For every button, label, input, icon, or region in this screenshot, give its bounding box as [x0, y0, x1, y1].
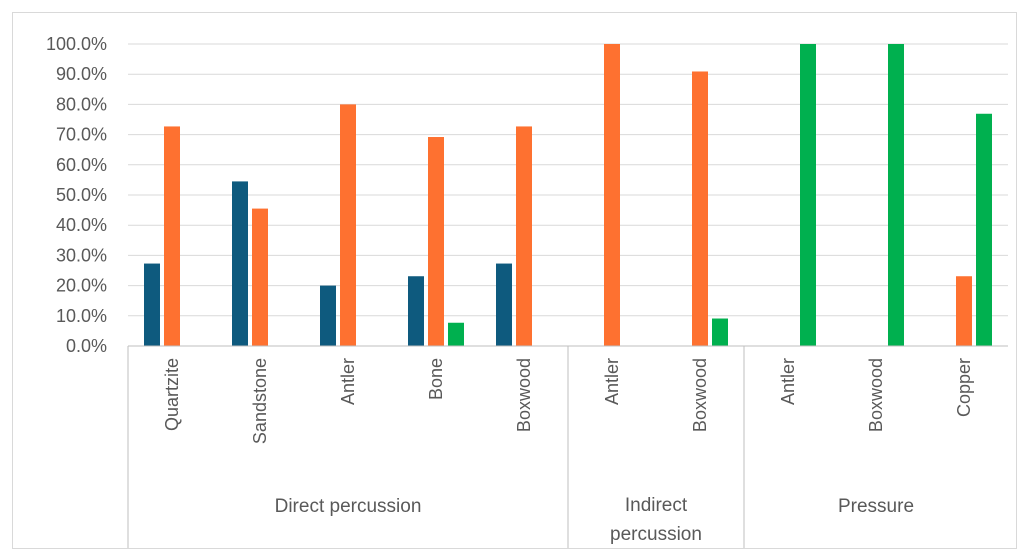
bar	[408, 276, 424, 346]
bar	[956, 276, 972, 346]
bar	[164, 126, 180, 346]
bar	[448, 322, 464, 346]
x-tick-label: Sandstone	[250, 358, 270, 444]
y-tick-label: 0.0%	[66, 336, 107, 356]
y-tick-label: 20.0%	[56, 276, 107, 296]
y-tick-label: 10.0%	[56, 306, 107, 326]
bar	[712, 318, 728, 346]
y-tick-label: 100.0%	[46, 34, 107, 54]
bar	[144, 263, 160, 346]
group-label: Pressure	[838, 496, 914, 517]
group-label: percussion	[610, 524, 702, 545]
x-tick-label: Boxwood	[690, 358, 710, 432]
bar	[496, 263, 512, 346]
bar	[516, 126, 532, 346]
gridlines	[128, 43, 1008, 317]
group-label: Direct percussion	[275, 496, 422, 517]
group-label: Indirect	[625, 495, 688, 516]
y-axis-ticks: 0.0% 10.0% 20.0% 30.0% 40.0% 50.0% 60.0% 70.0% 8…	[46, 34, 107, 356]
bar	[232, 181, 248, 346]
y-tick-label: 50.0%	[56, 185, 107, 205]
x-tick-label: Boxwood	[514, 358, 534, 432]
y-tick-label: 70.0%	[56, 125, 107, 145]
x-tick-label: Antler	[778, 358, 798, 405]
bar	[976, 113, 992, 347]
axes	[127, 345, 1008, 548]
y-tick-label: 40.0%	[56, 215, 107, 235]
bar	[252, 208, 268, 346]
bar	[888, 44, 904, 346]
x-tick-label: Antler	[602, 358, 622, 405]
y-tick-label: 30.0%	[56, 245, 107, 265]
bar	[320, 285, 336, 346]
x-tick-label: Quartzite	[162, 358, 182, 431]
bar	[604, 44, 620, 346]
bar	[340, 104, 356, 347]
bars	[144, 44, 992, 347]
bar	[692, 71, 708, 347]
y-tick-label: 90.0%	[56, 64, 107, 84]
x-axis-category-labels: Quartzite Sandstone Antler Bone Boxwood Antle…	[162, 358, 974, 444]
x-tick-label: Boxwood	[866, 358, 886, 432]
y-tick-label: 80.0%	[56, 94, 107, 114]
x-axis-group-labels: Direct percussion Indirect percussion Press…	[275, 495, 914, 545]
bar	[800, 44, 816, 346]
x-tick-label: Copper	[954, 358, 974, 417]
bar	[428, 137, 444, 346]
y-tick-label: 60.0%	[56, 155, 107, 175]
x-tick-label: Antler	[338, 358, 358, 405]
x-tick-label: Bone	[426, 358, 446, 400]
